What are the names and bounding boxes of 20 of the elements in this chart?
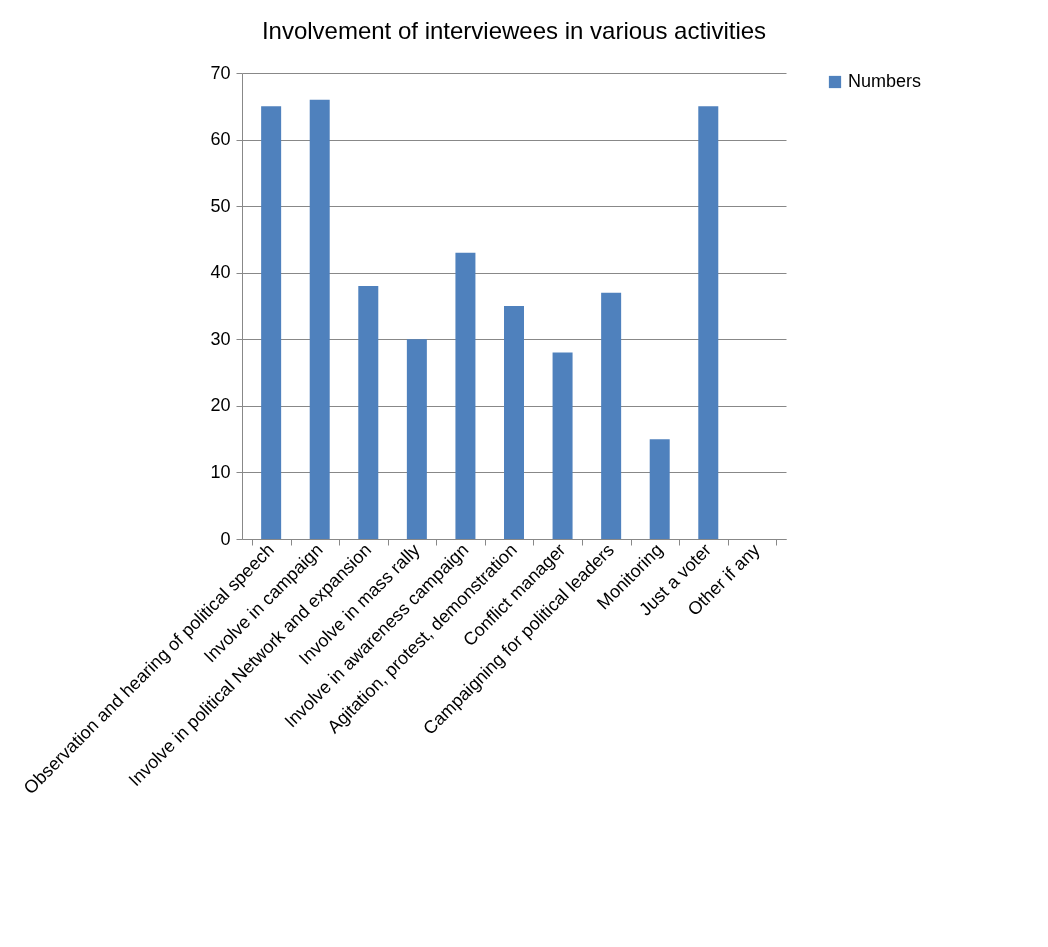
bar (601, 292, 622, 539)
legend-label: Numbers (848, 71, 922, 91)
bar (261, 106, 282, 539)
y-tick-label: 60 (210, 129, 231, 150)
bar (649, 439, 670, 539)
y-tick-label: 40 (210, 262, 231, 283)
bar (504, 306, 524, 539)
y-tick-label: 0 (220, 528, 231, 549)
bar (406, 339, 427, 539)
y-tick-label: 70 (210, 62, 231, 83)
bar (552, 352, 573, 539)
y-tick-label: 50 (210, 195, 231, 216)
chart-title: Involvement of interviewees in various activities (261, 17, 767, 44)
bar (455, 252, 476, 539)
y-tick-label: 20 (210, 395, 231, 416)
bar (698, 106, 719, 539)
bar (309, 99, 330, 539)
bar (358, 286, 379, 539)
y-tick-label: 30 (210, 328, 231, 349)
y-tick-label: 10 (210, 461, 231, 482)
